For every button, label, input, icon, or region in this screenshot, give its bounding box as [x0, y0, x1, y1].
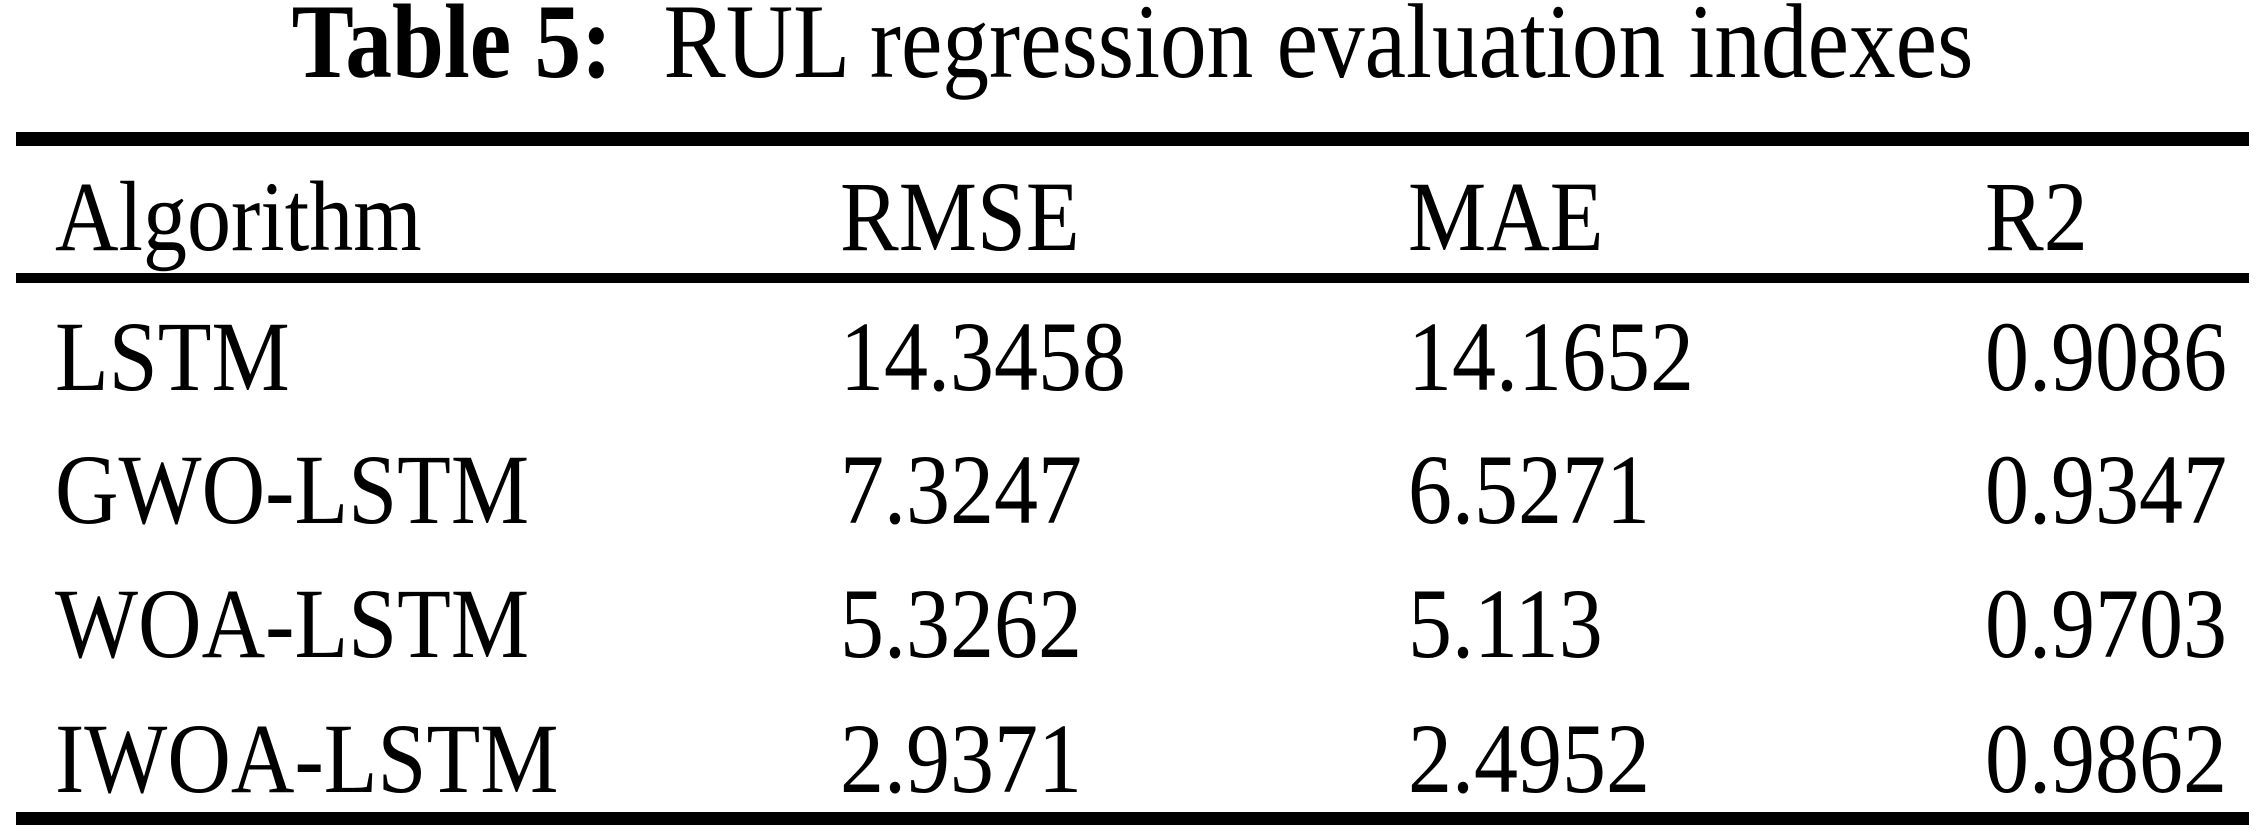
table-caption: Table 5: RUL regression evaluation indexe… — [0, 0, 2265, 95]
cell-algorithm: IWOA-LSTM — [55, 703, 559, 814]
table-top-rule — [16, 132, 2249, 146]
table-row: LSTM 14.3458 14.1652 0.9086 — [0, 307, 2265, 407]
column-header-r2: R2 — [1985, 161, 2088, 272]
cell-algorithm: WOA-LSTM — [55, 568, 530, 679]
cell-r2: 0.9347 — [1985, 434, 2227, 545]
table-bottom-rule — [16, 812, 2249, 825]
table-header-row: Algorithm RMSE MAE R2 — [0, 167, 2265, 267]
cell-rmse: 5.3262 — [840, 568, 1082, 679]
table-header-rule — [16, 273, 2249, 283]
table-caption-label: Table 5: — [291, 0, 613, 100]
table-caption-text: RUL regression evaluation indexes — [663, 0, 1974, 100]
cell-mae: 14.1652 — [1408, 301, 1694, 412]
cell-rmse: 7.3247 — [840, 434, 1082, 545]
cell-rmse: 2.9371 — [840, 703, 1082, 814]
cell-mae: 2.4952 — [1408, 703, 1650, 814]
cell-r2: 0.9086 — [1985, 301, 2227, 412]
cell-mae: 6.5271 — [1408, 434, 1650, 545]
cell-algorithm: GWO-LSTM — [55, 434, 530, 545]
cell-r2: 0.9862 — [1985, 703, 2227, 814]
column-header-rmse: RMSE — [840, 161, 1080, 272]
column-header-algorithm: Algorithm — [55, 161, 422, 272]
table-caption-line: Table 5: RUL regression evaluation indexe… — [292, 0, 1974, 95]
column-header-mae: MAE — [1408, 161, 1604, 272]
table-row: IWOA-LSTM 2.9371 2.4952 0.9862 — [0, 709, 2265, 809]
table-row: GWO-LSTM 7.3247 6.5271 0.9347 — [0, 440, 2265, 540]
table-row: WOA-LSTM 5.3262 5.113 0.9703 — [0, 574, 2265, 674]
cell-mae: 5.113 — [1408, 568, 1603, 679]
cell-r2: 0.9703 — [1985, 568, 2227, 679]
cell-rmse: 14.3458 — [840, 301, 1126, 412]
cell-algorithm: LSTM — [55, 301, 290, 412]
